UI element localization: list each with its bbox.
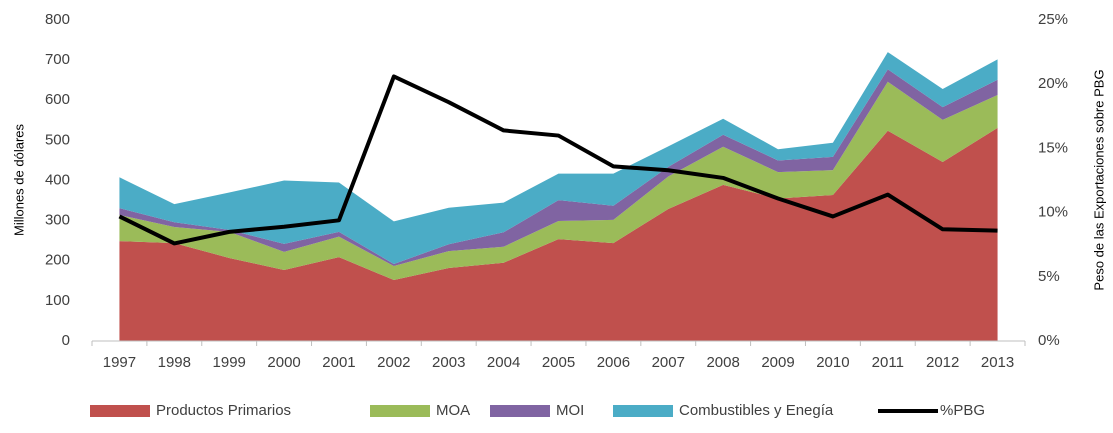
x-tick-label: 2010	[816, 354, 849, 371]
y2-tick-label: 5%	[1038, 268, 1060, 285]
legend-swatch	[90, 405, 150, 417]
x-tick-label: 2012	[926, 354, 959, 371]
y2-tick-label: 25%	[1038, 11, 1068, 28]
y-tick-label: 400	[45, 171, 70, 188]
area	[119, 127, 998, 341]
y-axis-title: Millones de dólares	[11, 124, 26, 237]
x-tick-label: 2006	[597, 354, 630, 371]
x-tick-label: 2004	[487, 354, 520, 371]
y2-axis-title: Peso de las Exportaciones sobre PBG	[1091, 69, 1106, 290]
legend-label: %PBG	[940, 402, 985, 419]
line	[118, 74, 998, 246]
x-tick-label: 2011	[872, 354, 904, 371]
x-tick-label: 2003	[432, 354, 465, 371]
y-tick-label: 300	[45, 212, 70, 229]
x-tick-label: 1997	[103, 354, 136, 371]
legend-swatch	[613, 405, 673, 417]
y-tick-label: 0	[62, 332, 70, 349]
area	[119, 69, 998, 266]
x-tick-label: 2013	[981, 354, 1014, 371]
x-tick-label: 1999	[213, 354, 246, 371]
x-tick-label: 2000	[267, 354, 300, 371]
y-tick-label: 700	[45, 51, 70, 68]
y2-tick-label: 10%	[1038, 204, 1068, 221]
y-tick-label: 200	[45, 252, 70, 269]
x-tick-label: 2002	[377, 354, 410, 371]
area	[119, 52, 998, 264]
y-tick-label: 100	[45, 292, 70, 309]
x-tick-label: 2001	[322, 354, 355, 371]
y2-tick-label: 0%	[1038, 332, 1060, 349]
x-tick-label: 2008	[706, 354, 739, 371]
legend-swatch	[490, 405, 550, 417]
x-tick-label: 2009	[761, 354, 794, 371]
y-tick-label: 500	[45, 131, 70, 148]
x-tick-label: 1998	[158, 354, 191, 371]
x-tick-label: 2007	[652, 354, 685, 371]
y2-tick-label: 20%	[1038, 75, 1068, 92]
area	[119, 81, 998, 281]
legend-label: Productos Primarios	[156, 402, 291, 419]
y-tick-label: 800	[45, 11, 70, 28]
legend-label: MOA	[436, 402, 470, 419]
legend-label: Combustibles y Enegía	[679, 402, 834, 419]
legend-label: MOI	[556, 402, 584, 419]
x-tick-label: 2005	[542, 354, 575, 371]
legend-swatch	[370, 405, 430, 417]
y2-tick-label: 15%	[1038, 139, 1068, 156]
y-tick-label: 600	[45, 91, 70, 108]
